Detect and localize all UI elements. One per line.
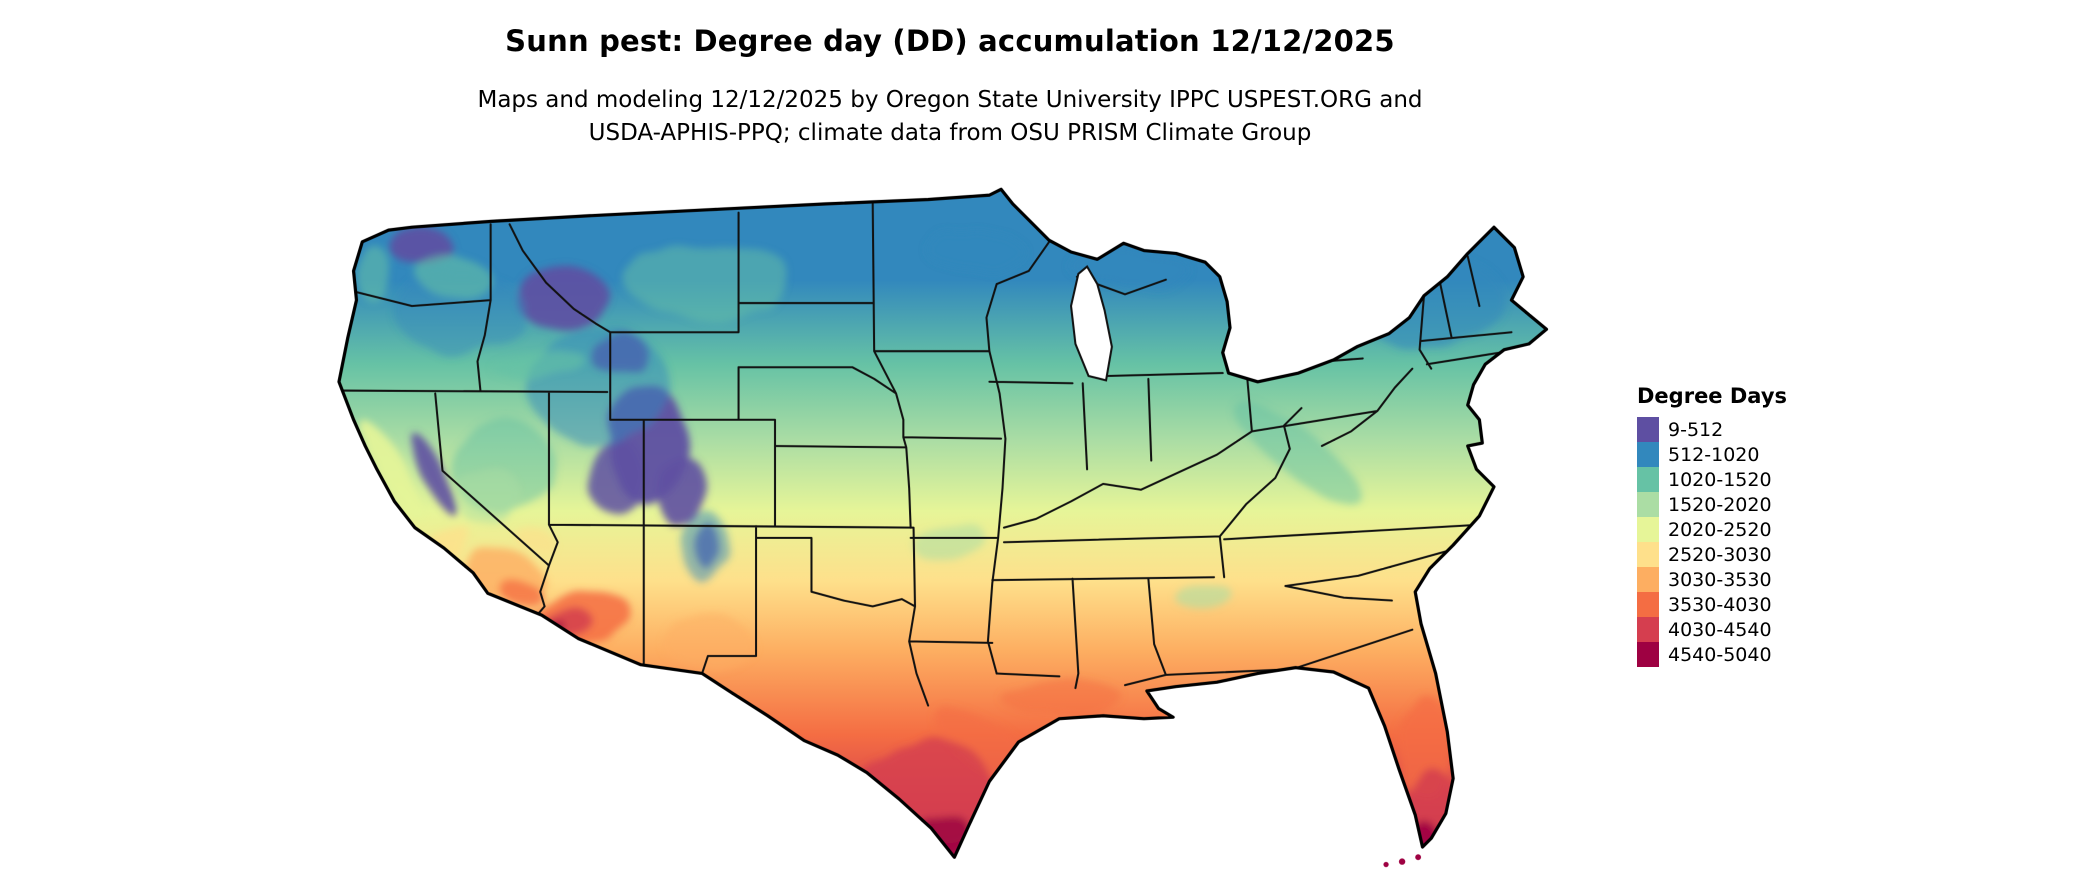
appalachians-teal-region bbox=[1228, 395, 1358, 500]
legend: Degree Days 9-512 512-1020 1020-1520 152… bbox=[1637, 384, 1787, 667]
legend-row: 2520-3030 bbox=[1637, 542, 1787, 567]
chart-title: Sunn pest: Degree day (DD) accumulation … bbox=[505, 24, 1395, 58]
legend-row: 4540-5040 bbox=[1637, 642, 1787, 667]
colorado-rockies-low-dd-region bbox=[659, 454, 707, 531]
legend-swatch bbox=[1637, 467, 1659, 492]
legend-label: 2520-3030 bbox=[1668, 543, 1772, 566]
legend-row: 4030-4540 bbox=[1637, 617, 1787, 642]
legend-swatch bbox=[1637, 442, 1659, 467]
florida-keys bbox=[1383, 854, 1422, 868]
legend-swatch bbox=[1637, 517, 1659, 542]
legend-title: Degree Days bbox=[1637, 384, 1788, 408]
chart-subtitle-line1: Maps and modeling 12/12/2025 by Oregon S… bbox=[477, 87, 1423, 113]
chart-subtitle-line2: USDA-APHIS-PPQ; climate data from OSU PR… bbox=[588, 120, 1312, 146]
florida-key-dot bbox=[1383, 861, 1389, 868]
chart-header: Sunn pest: Degree day (DD) accumulation … bbox=[0, 24, 1900, 150]
northern-minnesota-blue-region bbox=[925, 224, 1019, 271]
legend-swatch bbox=[1637, 592, 1659, 617]
legend-row: 2020-2520 bbox=[1637, 517, 1787, 542]
legend-label: 512-1020 bbox=[1668, 443, 1760, 466]
us-map bbox=[305, 182, 1595, 882]
california-central-valley-region bbox=[362, 422, 415, 511]
us-map-svg bbox=[337, 187, 1549, 868]
columbia-basin-teal-region bbox=[419, 257, 490, 296]
state-borders-west bbox=[340, 211, 994, 707]
southern-nevada-green-region bbox=[455, 472, 526, 525]
legend-swatch bbox=[1637, 492, 1659, 517]
northern-rockies-blue-region bbox=[530, 327, 670, 445]
legend-swatch bbox=[1637, 617, 1659, 642]
las-vegas-valley-region bbox=[519, 532, 555, 553]
south-texas-high-dd-region bbox=[861, 737, 996, 849]
florida-key-dot bbox=[1415, 854, 1422, 861]
washington-coast-teal-region bbox=[353, 247, 395, 301]
legend-row: 3030-3530 bbox=[1637, 567, 1787, 592]
southern-new-mexico-region bbox=[662, 620, 757, 668]
new-mexico-mountain-blue-region bbox=[687, 514, 732, 588]
legend-row: 512-1020 bbox=[1637, 442, 1787, 467]
imperial-valley-high-dd-region bbox=[495, 574, 533, 598]
north-georgia-green-region bbox=[1173, 580, 1232, 610]
legend-swatch bbox=[1637, 567, 1659, 592]
eastern-montana-teal-region bbox=[624, 241, 794, 318]
legend-label: 4540-5040 bbox=[1668, 643, 1772, 666]
lake-michigan bbox=[1070, 265, 1113, 382]
utah-wasatch-low-dd-region bbox=[588, 440, 647, 516]
snake-river-plain-teal-region bbox=[498, 350, 585, 384]
legend-row: 9-512 bbox=[1637, 417, 1787, 442]
legend-swatch bbox=[1637, 417, 1659, 442]
legend-label: 4030-4540 bbox=[1668, 618, 1772, 641]
louisiana-coast-high-dd-region bbox=[1005, 685, 1128, 721]
legend-label: 2020-2520 bbox=[1668, 518, 1772, 541]
ozarks-green-region bbox=[909, 523, 991, 562]
legend-label: 9-512 bbox=[1668, 418, 1724, 441]
state-borders-midwest bbox=[737, 202, 1253, 675]
legend-label: 1520-2020 bbox=[1668, 493, 1772, 516]
florida-key-dot bbox=[1398, 858, 1406, 865]
legend-row: 3530-4030 bbox=[1637, 592, 1787, 617]
phoenix-yuma-high-dd-region bbox=[534, 604, 593, 637]
legend-label: 1020-1520 bbox=[1668, 468, 1772, 491]
legend-label: 3030-3530 bbox=[1668, 568, 1772, 591]
chart-subtitle: Maps and modeling 12/12/2025 by Oregon S… bbox=[0, 84, 1900, 150]
legend-swatch bbox=[1637, 542, 1659, 567]
oregon-blue-region bbox=[395, 272, 528, 355]
map-fill-layer bbox=[338, 189, 1547, 858]
legend-row: 1520-2020 bbox=[1637, 492, 1787, 517]
sierra-nevada-low-dd-region bbox=[405, 427, 454, 511]
legend-label: 3530-4030 bbox=[1668, 593, 1772, 616]
legend-swatch bbox=[1637, 642, 1659, 667]
legend-row: 1020-1520 bbox=[1637, 467, 1787, 492]
